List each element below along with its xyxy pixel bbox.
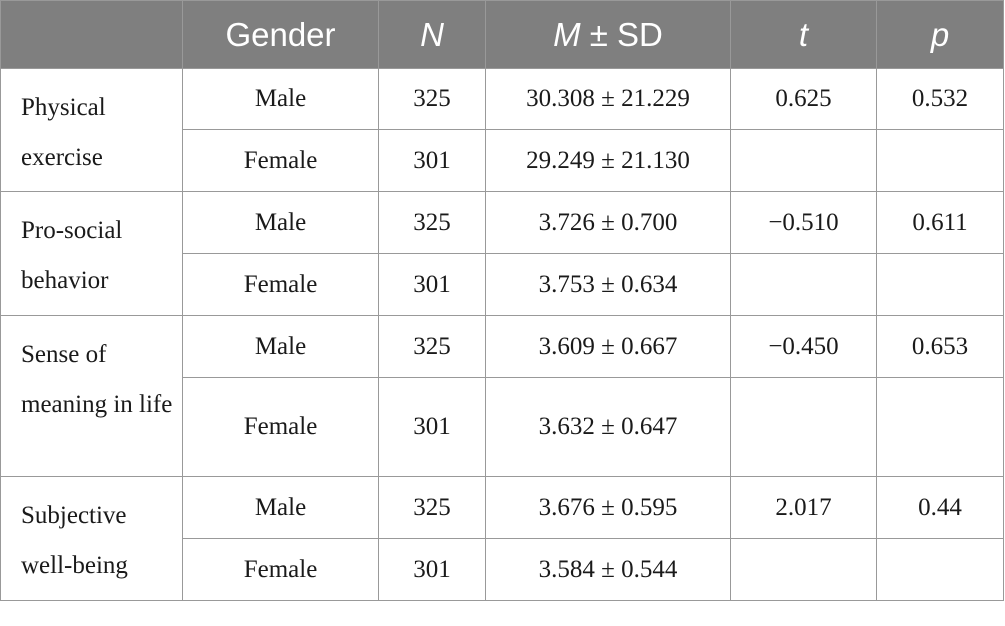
msd-cell: 3.609 ± 0.667 [485,315,731,378]
t-cell: −0.450 [730,315,877,378]
p-cell: 0.653 [876,315,1004,378]
t-cell [730,253,877,316]
header-pm-sd: ± SD [589,15,663,53]
msd-cell: 30.308 ± 21.229 [485,68,731,130]
gender-cell: Male [182,191,379,254]
gender-cell: Female [182,253,379,316]
header-p: p [876,0,1004,69]
header-m-sd: M ± SD [485,0,731,69]
table-row: Sense of meaning in life Male 325 3.609 … [0,315,1004,477]
msd-cell: 29.249 ± 21.130 [485,129,731,192]
gender-cell: Female [182,377,379,477]
n-cell: 301 [378,129,486,192]
header-m: M [553,15,581,53]
n-cell: 301 [378,253,486,316]
header-gender: Gender [182,0,379,69]
variable-name: Physical exercise [0,68,183,192]
table-row: Subjective well-being Male 325 3.676 ± 0… [0,476,1004,601]
n-cell: 325 [378,191,486,254]
table-row: Female 301 3.584 ± 0.544 [1,538,1004,601]
gender-comparison-table: Gender N M ± SD t p Physical exercise Ma… [0,0,1004,601]
variable-name: Subjective well-being [0,476,183,601]
p-cell [876,538,1004,601]
msd-cell: 3.676 ± 0.595 [485,476,731,539]
msd-cell: 3.632 ± 0.647 [485,377,731,477]
table-row: Physical exercise Male 325 30.308 ± 21.2… [0,68,1004,192]
header-n: N [378,0,486,69]
gender-cell: Female [182,538,379,601]
t-cell [730,377,877,477]
table-row: Pro-social behavior Male 325 3.726 ± 0.7… [0,191,1004,316]
n-cell: 301 [378,377,486,477]
n-cell: 325 [378,315,486,378]
t-cell: 2.017 [730,476,877,539]
t-cell [730,129,877,192]
gender-cell: Female [182,129,379,192]
n-cell: 301 [378,538,486,601]
msd-cell: 3.584 ± 0.544 [485,538,731,601]
t-cell [730,538,877,601]
p-cell [876,377,1004,477]
p-cell [876,129,1004,192]
header-blank [0,0,183,69]
variable-name: Pro-social behavior [0,191,183,316]
msd-cell: 3.753 ± 0.634 [485,253,731,316]
header-t: t [730,0,877,69]
gender-cell: Male [182,476,379,539]
table-header: Gender N M ± SD t p [0,0,1004,69]
variable-name: Sense of meaning in life [0,315,183,477]
gender-cell: Male [182,68,379,130]
table-row: Female 301 3.632 ± 0.647 [1,377,1004,477]
p-cell [876,253,1004,316]
p-cell: 0.44 [876,476,1004,539]
n-cell: 325 [378,476,486,539]
p-cell: 0.532 [876,68,1004,130]
gender-cell: Male [182,315,379,378]
msd-cell: 3.726 ± 0.700 [485,191,731,254]
p-cell: 0.611 [876,191,1004,254]
n-cell: 325 [378,68,486,130]
t-cell: 0.625 [730,68,877,130]
t-cell: −0.510 [730,191,877,254]
